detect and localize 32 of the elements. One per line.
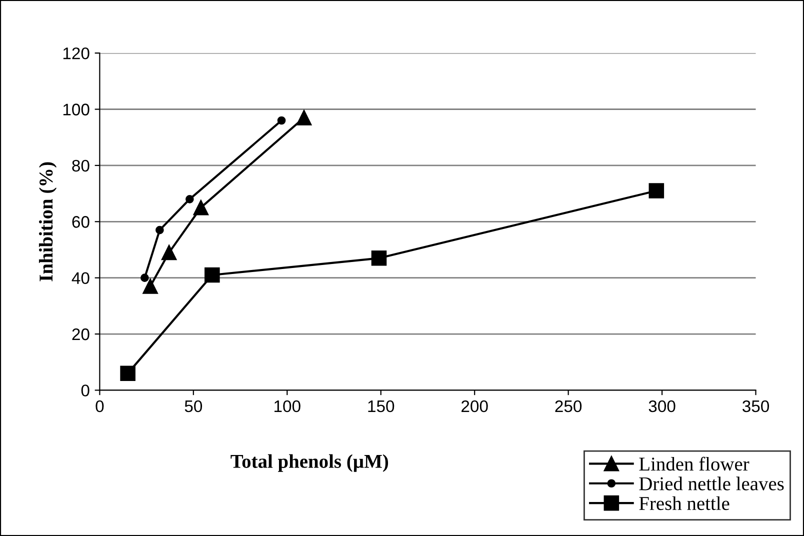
x-tick-label: 150	[368, 400, 394, 412]
y-tick-label: 60	[72, 216, 90, 228]
point	[371, 250, 387, 266]
y-tick-label: 0	[81, 384, 90, 396]
y-tick-label: 100	[63, 104, 90, 116]
y-tick-label: 120	[63, 47, 90, 60]
point	[156, 226, 164, 234]
x-tick-label: 250	[555, 400, 582, 412]
x-tick-label: 100	[274, 400, 300, 412]
point	[204, 267, 220, 283]
y-tick-label: 80	[72, 160, 90, 172]
x-tick-label: 0	[96, 400, 104, 412]
x-tick-label: 200	[462, 400, 488, 412]
x-tick-label: 350	[742, 400, 770, 412]
y-tick-label: 40	[72, 272, 90, 284]
x-tick-label: 300	[648, 400, 676, 412]
point	[648, 183, 664, 198]
point	[120, 366, 136, 381]
legend-label: Dried nettle leaves	[639, 476, 784, 490]
y-axis-title: Inhibition (%)	[38, 162, 57, 282]
legend-label: Fresh nettle	[639, 496, 730, 510]
point	[186, 194, 194, 204]
point	[296, 110, 312, 126]
point	[193, 200, 209, 216]
point	[161, 244, 177, 260]
point	[142, 278, 158, 294]
y-tick-label: 20	[72, 328, 90, 340]
legend-label: Linden flower	[639, 456, 750, 471]
x-axis-title: Total phenols (µM)	[230, 454, 388, 472]
point	[277, 116, 286, 125]
point	[140, 274, 149, 282]
x-tick-label: 50	[184, 400, 202, 412]
